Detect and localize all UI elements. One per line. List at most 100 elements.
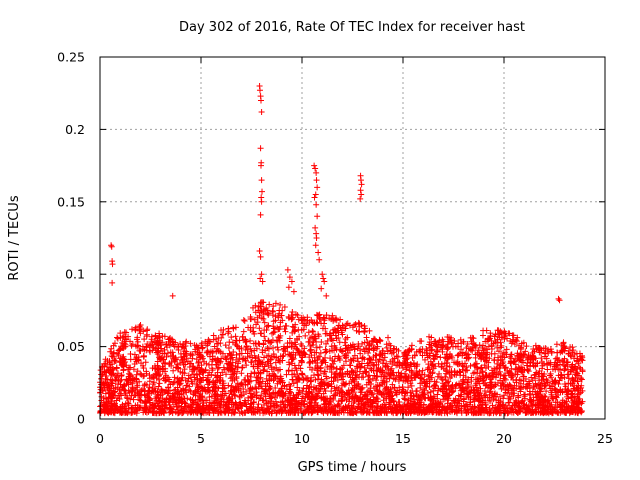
- data-point: [119, 339, 126, 346]
- data-point: [167, 353, 174, 360]
- data-point: [225, 382, 232, 389]
- data-point: [428, 362, 435, 369]
- data-point: [253, 377, 260, 384]
- data-point: [140, 353, 147, 360]
- data-point: [390, 375, 397, 382]
- data-point: [532, 375, 539, 382]
- data-point: [261, 327, 268, 334]
- data-point: [562, 383, 569, 390]
- data-point: [563, 404, 570, 411]
- data-point: [231, 369, 238, 376]
- chart-title: Day 302 of 2016, Rate Of TEC Index for r…: [179, 20, 525, 35]
- data-point: [236, 345, 243, 352]
- data-point: [460, 372, 467, 379]
- data-point: [428, 347, 435, 354]
- data-point: [291, 402, 298, 409]
- data-point: [363, 393, 370, 400]
- data-point: [413, 363, 420, 370]
- data-point: [442, 373, 449, 380]
- data-point: [491, 365, 498, 372]
- data-point: [195, 408, 202, 415]
- data-point: [161, 360, 168, 367]
- data-point: [365, 409, 372, 416]
- data-point: [210, 384, 217, 391]
- data-point: [163, 353, 170, 360]
- data-point: [259, 299, 266, 306]
- data-point: [496, 402, 503, 409]
- data-point: [258, 392, 265, 399]
- data-point: [545, 346, 552, 353]
- data-point: [138, 371, 145, 378]
- data-point: [178, 354, 185, 361]
- data-point: [298, 370, 305, 377]
- data-point: [549, 366, 556, 373]
- data-point: [195, 359, 202, 366]
- data-point: [259, 397, 266, 404]
- data-point: [511, 390, 518, 397]
- data-point: [171, 387, 178, 394]
- data-point: [458, 391, 465, 398]
- data-point: [267, 360, 274, 367]
- data-point: [411, 402, 418, 409]
- data-point: [259, 278, 266, 285]
- data-point: [161, 368, 168, 375]
- data-point: [134, 368, 141, 375]
- data-point: [569, 344, 576, 351]
- data-point: [468, 338, 475, 345]
- data-point: [559, 347, 566, 354]
- data-point: [275, 355, 282, 362]
- data-point: [315, 333, 322, 340]
- data-point: [265, 337, 272, 344]
- data-point: [371, 409, 378, 416]
- data-point: [322, 395, 329, 402]
- data-point: [129, 386, 136, 393]
- data-point: [374, 343, 381, 350]
- data-point: [257, 145, 264, 152]
- data-point: [111, 410, 118, 417]
- data-point: [537, 398, 544, 405]
- data-point: [295, 375, 302, 382]
- data-point: [231, 391, 238, 398]
- data-point: [224, 353, 231, 360]
- data-point: [157, 371, 164, 378]
- data-point: [252, 355, 259, 362]
- data-point: [117, 335, 124, 342]
- data-point: [277, 403, 284, 410]
- data-point: [192, 390, 199, 397]
- data-point: [163, 395, 170, 402]
- data-point: [116, 396, 123, 403]
- data-point: [471, 369, 478, 376]
- data-point: [334, 327, 341, 334]
- x-tick-label: 15: [395, 431, 411, 446]
- data-point: [267, 356, 274, 363]
- data-point: [554, 355, 561, 362]
- data-point: [259, 385, 266, 392]
- data-point: [387, 403, 394, 410]
- data-point: [332, 332, 339, 339]
- data-point: [522, 348, 529, 355]
- data-point: [337, 316, 344, 323]
- data-point: [374, 403, 381, 410]
- data-point: [290, 409, 297, 416]
- data-point: [371, 344, 378, 351]
- data-point: [156, 380, 163, 387]
- data-point: [304, 391, 311, 398]
- data-point: [210, 377, 217, 384]
- data-point: [191, 342, 198, 349]
- data-point: [548, 348, 555, 355]
- data-point: [449, 343, 456, 350]
- data-point: [339, 388, 346, 395]
- data-point: [562, 386, 569, 393]
- data-point: [488, 392, 495, 399]
- data-point: [203, 377, 210, 384]
- data-point: [109, 279, 116, 286]
- data-point: [181, 370, 188, 377]
- data-point: [310, 328, 317, 335]
- data-point: [356, 395, 363, 402]
- data-point: [121, 387, 128, 394]
- data-point: [282, 408, 289, 415]
- data-point: [154, 351, 161, 358]
- data-point: [140, 364, 147, 371]
- data-point: [477, 365, 484, 372]
- data-point: [400, 406, 407, 413]
